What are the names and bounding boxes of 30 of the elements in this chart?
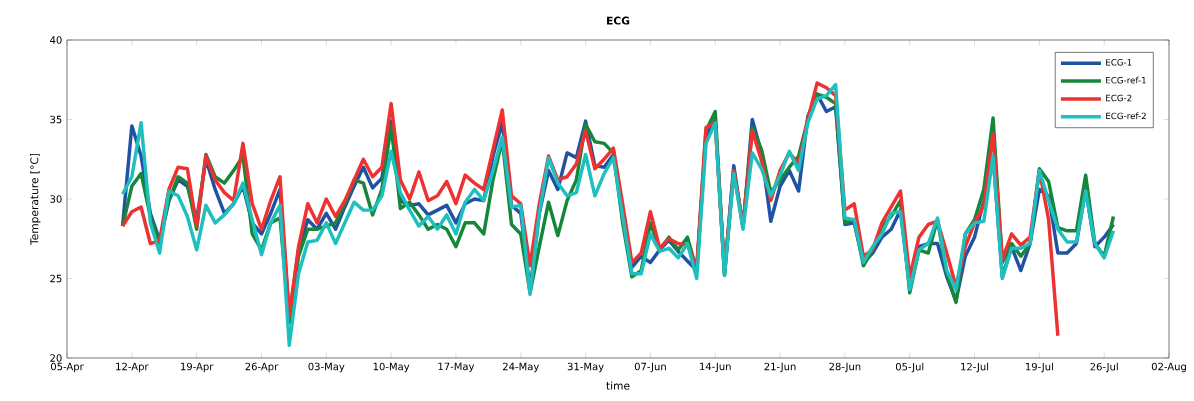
legend-label: ECG-ref-1	[1106, 76, 1146, 84]
x-tick-label: 24-May	[503, 362, 539, 373]
y-axis-title: Temperature [°C]	[30, 153, 41, 246]
y-tick-label: 35	[50, 115, 62, 124]
y-tick-label: 20	[50, 354, 62, 362]
x-tick-label: 26-Jul	[1090, 362, 1118, 373]
x-tick-label: 17-May	[438, 362, 475, 373]
y-tick-label: 25	[50, 274, 62, 283]
legend-label: ECG-1	[1106, 59, 1132, 66]
x-tick-label: 28-Jun	[829, 362, 861, 373]
x-tick-label: 14-Jun	[700, 362, 731, 373]
x-tick-label: 10-May	[373, 362, 410, 373]
legend-label: ECG-2	[1106, 94, 1132, 102]
x-axis-title: time	[606, 381, 630, 390]
x-tick-label: 19-Apr	[181, 362, 214, 373]
x-tick-label: 03-May	[308, 362, 345, 373]
legend-label: ECG-ref-2	[1106, 112, 1146, 120]
y-tick-label: 30	[50, 195, 62, 203]
x-tick-label: 07-Jun	[634, 362, 666, 373]
x-tick-label: 05-Apr	[50, 362, 84, 373]
y-tick-label: 40	[50, 36, 62, 44]
x-tick-label: 19-Jul	[1025, 362, 1053, 373]
x-tick-label: 05-Jul	[895, 362, 924, 373]
x-tick-label: 31-May	[567, 362, 604, 373]
x-tick-label: 21-Jun	[764, 362, 796, 373]
x-tick-label: 12-Apr	[116, 362, 149, 373]
x-tick-label: 12-Jul	[961, 362, 989, 373]
chart-title: ECG	[607, 16, 630, 25]
x-tick-label: 02-Aug	[1151, 362, 1186, 373]
x-tick-label: 26-Apr	[245, 362, 279, 373]
